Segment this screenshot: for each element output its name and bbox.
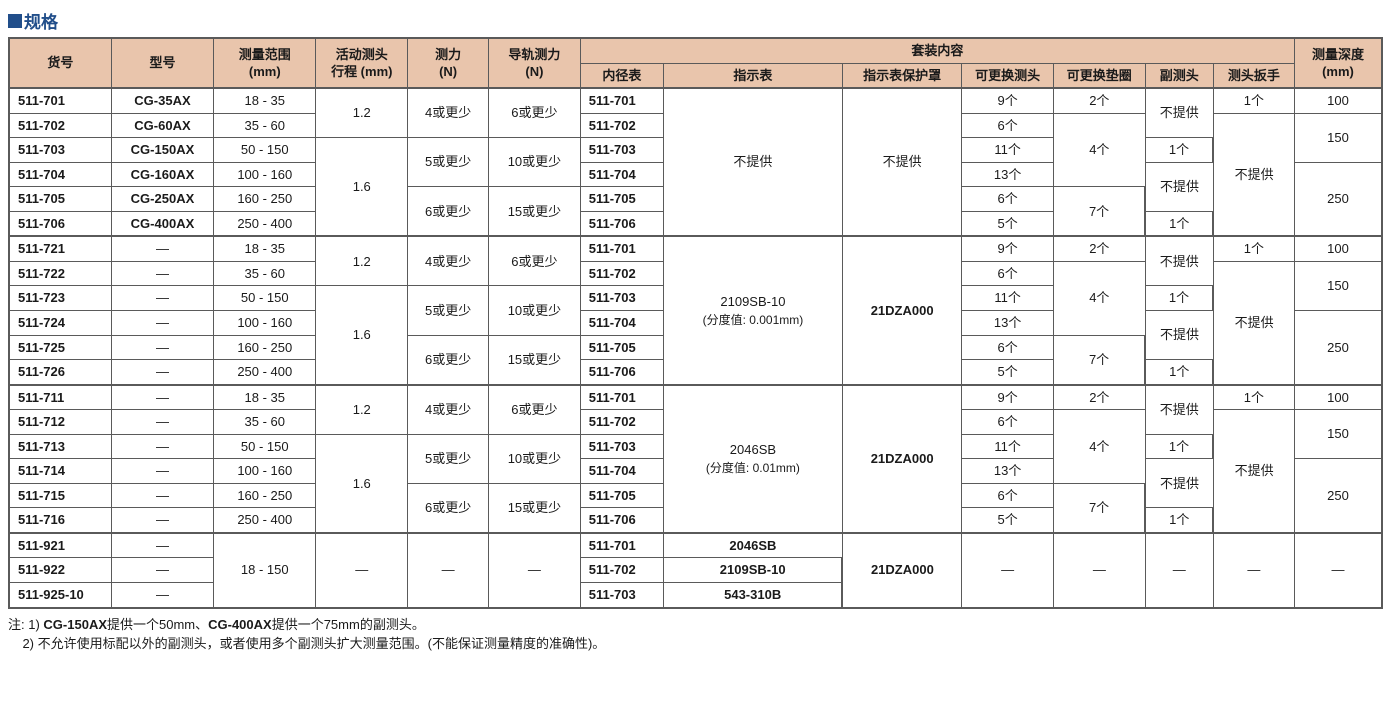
th-anvil: 可更换测头 [962,63,1054,88]
notes: 注: 1) CG-150AX提供一个50mm、CG-400AX提供一个75mm的… [8,615,1383,654]
th-cover: 指示表保护罩 [842,63,961,88]
square-icon [8,14,22,28]
th-washer: 可更换垫圈 [1053,63,1145,88]
table-row: 511-701 CG-35AX 18 - 35 1.2 4或更少 6或更少 51… [9,88,1382,113]
table-row: 511-711 — 18 - 35 1.2 4或更少 6或更少 511-701 … [9,385,1382,410]
table-row: 511-921 — 18 - 150 — — — 511-701 2046SB … [9,533,1382,558]
indicator-2109: 2109SB-10 (分度值: 0.001mm) [663,236,842,384]
th-range: 测量范围 (mm) [214,38,316,88]
th-depth: 测量深度 (mm) [1294,38,1382,88]
th-bore: 内径表 [580,63,663,88]
title-text: 规格 [24,8,58,33]
th-indicator: 指示表 [663,63,842,88]
spec-table: 货号 型号 测量范围 (mm) 活动测头 行程 (mm) 测力 (N) 导轨测力… [8,37,1383,609]
indicator-2046: 2046SB (分度值: 0.01mm) [663,385,842,533]
section-title: 规格 [8,8,1383,33]
th-code: 货号 [9,38,111,88]
th-set: 套装内容 [580,38,1294,63]
th-wrench: 测头扳手 [1213,63,1294,88]
th-force: 测力 (N) [408,38,489,88]
th-sub-anvil: 副测头 [1145,63,1213,88]
th-guide-force: 导轨测力 (N) [489,38,581,88]
table-row: 511-721 — 18 - 35 1.2 4或更少 6或更少 511-701 … [9,236,1382,261]
th-model: 型号 [111,38,213,88]
header-row-1: 货号 型号 测量范围 (mm) 活动测头 行程 (mm) 测力 (N) 导轨测力… [9,38,1382,63]
th-stroke: 活动测头 行程 (mm) [316,38,408,88]
